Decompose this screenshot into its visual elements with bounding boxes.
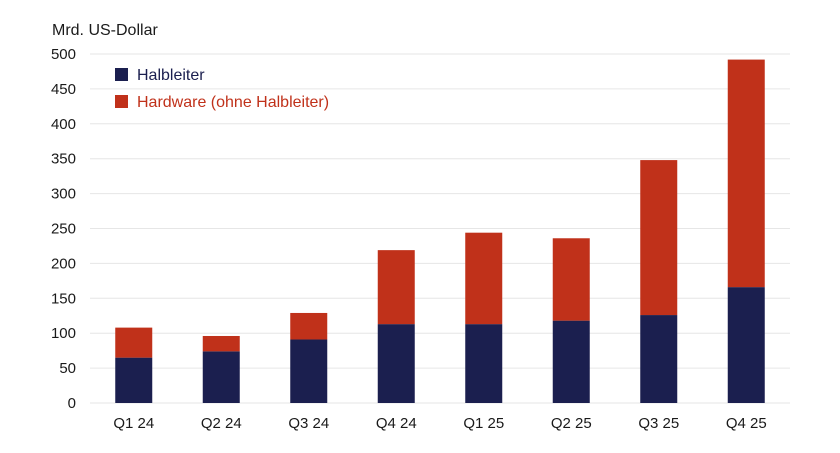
bar-hardware (202, 335, 240, 352)
y-tick-label: 350 (51, 151, 76, 168)
bar-halbleiter (115, 357, 153, 403)
bar-halbleiter (640, 315, 678, 403)
x-tick-label: Q4 24 (376, 415, 417, 432)
bar-halbleiter (465, 324, 503, 403)
bar-hardware (727, 59, 765, 288)
bar-hardware (640, 160, 678, 316)
y-tick-label: 450 (51, 81, 76, 98)
bar-hardware (290, 312, 328, 340)
x-axis-ticks: Q1 24 Q2 24 Q3 24 Q4 24 Q1 25 Q2 25 Q3 25 Q4 25 (113, 415, 766, 432)
y-axis-unit-label: Mrd. US-Dollar (52, 22, 158, 39)
x-tick-label: Q3 24 (288, 415, 329, 432)
y-axis-ticks: 0 50 100 150 200 250 300 350 400 450 500 (51, 46, 76, 412)
y-tick-label: 100 (51, 325, 76, 342)
bar-halbleiter (290, 339, 328, 403)
x-tick-label: Q1 24 (113, 415, 154, 432)
bar-hardware (377, 250, 415, 325)
bar-hardware (552, 238, 590, 321)
legend-swatch-hardware (115, 95, 128, 108)
bar-hardware (115, 327, 153, 358)
bar-hardware (465, 232, 503, 325)
legend: Halbleiter Hardware (ohne Halbleiter) (115, 67, 329, 111)
bar-halbleiter (377, 324, 415, 403)
x-tick-label: Q2 25 (551, 415, 592, 432)
legend-swatch-halbleiter (115, 68, 128, 81)
x-tick-label: Q3 25 (638, 415, 679, 432)
bar-halbleiter (202, 351, 240, 403)
x-tick-label: Q4 25 (726, 415, 767, 432)
y-tick-label: 0 (68, 395, 76, 412)
legend-label-hardware: Hardware (ohne Halbleiter) (137, 94, 329, 111)
bar-halbleiter (552, 320, 590, 403)
legend-label-halbleiter: Halbleiter (137, 67, 205, 84)
x-tick-label: Q2 24 (201, 415, 242, 432)
bar-halbleiter (727, 287, 765, 403)
y-tick-label: 500 (51, 46, 76, 63)
y-tick-label: 400 (51, 116, 76, 133)
y-tick-label: 150 (51, 290, 76, 307)
bars (115, 59, 765, 403)
y-tick-label: 50 (59, 360, 76, 377)
y-tick-label: 300 (51, 186, 76, 203)
y-tick-label: 200 (51, 255, 76, 272)
x-tick-label: Q1 25 (463, 415, 504, 432)
y-tick-label: 250 (51, 221, 76, 238)
